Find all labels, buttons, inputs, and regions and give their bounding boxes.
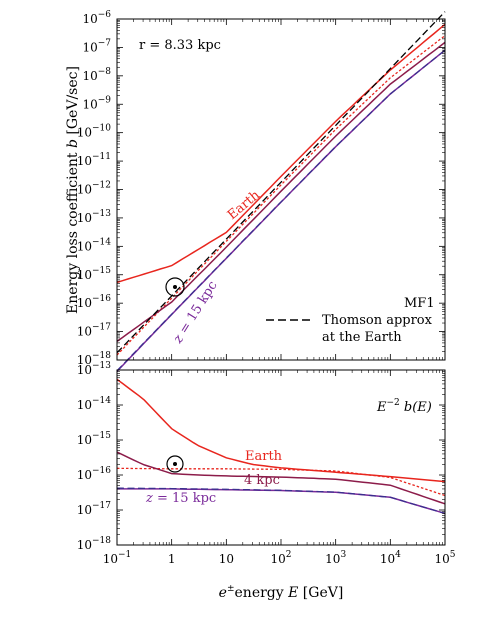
top-y-tick-label: 10−7 xyxy=(82,38,111,54)
x-tick-label: 104 xyxy=(380,550,401,566)
earth-curve-label-bottom: Earth xyxy=(245,449,283,464)
y-axis-label: Energy loss coefficient b [GeV/sec] xyxy=(65,66,81,314)
top-y-tick-label: 10−14 xyxy=(77,237,112,253)
top-series-line-5 xyxy=(116,11,446,354)
bottom-title: E−2 b(E) xyxy=(376,398,432,415)
x-tick-label: 102 xyxy=(270,550,291,566)
top-panel: 10−18 10−17 10−16 10−15 10−14 10−13 10−12 10−11… xyxy=(65,10,446,372)
x-axis-label-suffix: [GeV] xyxy=(298,585,343,601)
bot-y-tick-label: 10−18 xyxy=(77,536,112,552)
top-y-tick-label: 10−6 xyxy=(82,10,111,26)
top-y-tick-label: 10−15 xyxy=(77,266,112,282)
bot-y-tick-label: 10−15 xyxy=(77,431,112,447)
z-curve-label-bottom: z = 15 kpc xyxy=(145,491,216,506)
z-value-bottom: = 15 kpc xyxy=(153,491,216,506)
bottom-title-exponent: −2 xyxy=(387,398,400,408)
legend-label-thomson: Thomson approx xyxy=(322,313,433,328)
legend-label-earth: at the Earth xyxy=(322,330,402,345)
top-series-line-4 xyxy=(116,49,446,372)
top-y-tick-label: 10−9 xyxy=(82,95,111,111)
top-y-tick-label: 10−16 xyxy=(77,294,112,310)
kpc4-curve-label: 4 kpc xyxy=(244,473,280,488)
top-panel-frame xyxy=(116,18,446,361)
earth-marker-bottom xyxy=(166,455,184,473)
bot-y-tick-label: 10−17 xyxy=(77,501,112,517)
bottom-title-e: E xyxy=(376,400,387,415)
radius-annotation: r = 8.33 kpc xyxy=(139,38,221,53)
earth-marker-top xyxy=(165,277,185,297)
y-axis-label-var: b xyxy=(65,139,81,148)
top-series-line-0 xyxy=(116,23,446,284)
top-series-line-2 xyxy=(116,41,446,343)
top-y-tick-label: 10−10 xyxy=(77,124,112,140)
top-series-line-1 xyxy=(116,35,446,356)
y-axis-label-prefix: Energy loss coefficient xyxy=(65,148,81,314)
x-tick-label: 105 xyxy=(434,550,455,566)
earth-curve-label: Earth xyxy=(225,187,264,223)
top-y-tick-label: 10−11 xyxy=(77,152,111,168)
bot-series-line-2 xyxy=(116,451,446,505)
top-y-tick-label: 10−12 xyxy=(77,181,111,197)
bot-series-line-4 xyxy=(117,487,446,515)
x-tick-label: 10 xyxy=(219,552,234,566)
x-tick-label: 1 xyxy=(168,552,176,566)
bot-y-tick-label: 10−16 xyxy=(77,466,112,482)
bot-y-tick-label: 10−13 xyxy=(77,361,112,377)
bot-y-tick-label: 10−14 xyxy=(77,396,112,412)
z-variable-bottom: z xyxy=(145,491,153,506)
bottom-title-rest: b(E) xyxy=(400,400,432,415)
bottom-panel: 10−18 10−17 10−16 10−15 10−14 10−13 10−1 1 10 10… xyxy=(77,361,456,601)
bot-series-line-0 xyxy=(116,378,446,483)
x-tick-label: 103 xyxy=(325,550,346,566)
top-y-tick-label: 10−13 xyxy=(77,209,112,225)
top-y-tick-label: 10−8 xyxy=(82,67,111,83)
x-tick-label: 10−1 xyxy=(103,550,132,566)
y-axis-label-suffix: [GeV/sec] xyxy=(65,66,81,139)
model-annotation: MF1 xyxy=(404,296,435,311)
x-axis-label-prefix: energy xyxy=(235,585,289,601)
top-y-tick-label: 10−18 xyxy=(77,351,112,367)
x-axis-label-var: E xyxy=(287,585,298,601)
top-y-tick-label: 10−17 xyxy=(77,323,112,339)
x-axis-label: e±energy E [GeV] xyxy=(219,584,344,601)
bot-series-line-1 xyxy=(116,467,446,497)
legend: Thomson approx at the Earth xyxy=(266,313,433,345)
